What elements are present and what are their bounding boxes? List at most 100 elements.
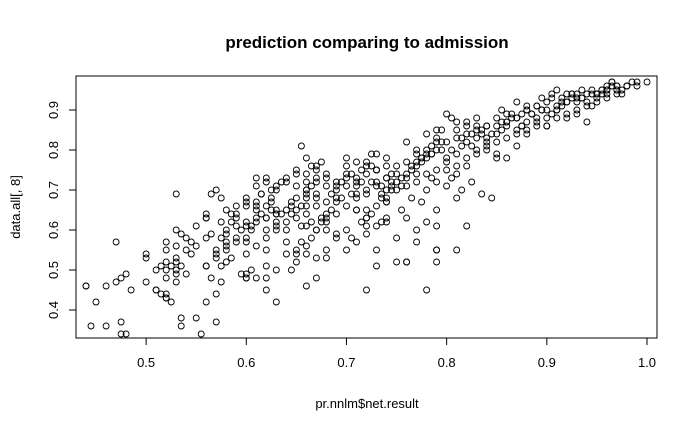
data-point xyxy=(252,174,260,182)
data-point xyxy=(227,218,235,226)
data-point xyxy=(448,114,456,122)
data-point xyxy=(187,250,195,258)
data-point xyxy=(297,238,305,246)
data-point xyxy=(548,110,556,118)
data-point xyxy=(202,214,210,222)
data-point xyxy=(453,170,461,178)
data-point xyxy=(322,214,330,222)
data-point xyxy=(523,102,531,110)
data-point xyxy=(603,86,611,94)
data-point xyxy=(162,258,170,266)
data-point xyxy=(272,218,280,226)
data-point xyxy=(463,222,471,230)
data-point xyxy=(207,190,215,198)
data-point xyxy=(282,178,290,186)
data-point xyxy=(312,226,320,234)
data-point xyxy=(523,106,531,114)
data-point xyxy=(433,134,441,142)
data-point xyxy=(603,82,611,90)
data-point xyxy=(473,114,481,122)
data-point xyxy=(533,118,541,126)
data-point xyxy=(317,218,325,226)
x-axis: 0.5 0.6 0.7 0.8 0.9 1.0 xyxy=(137,337,656,370)
data-point xyxy=(453,118,461,126)
data-point xyxy=(403,170,411,178)
data-point xyxy=(302,178,310,186)
data-point xyxy=(242,250,250,258)
data-point xyxy=(473,150,481,158)
data-point xyxy=(363,222,370,230)
data-point xyxy=(453,126,461,134)
data-point xyxy=(578,94,586,102)
data-point xyxy=(343,246,350,254)
data-point xyxy=(493,114,501,122)
data-point xyxy=(257,210,265,218)
data-point xyxy=(212,318,220,326)
data-point xyxy=(423,170,431,178)
data-point xyxy=(543,122,551,130)
data-point xyxy=(353,182,360,190)
data-point xyxy=(332,186,340,194)
data-point xyxy=(608,82,616,90)
data-point xyxy=(353,238,360,246)
data-point xyxy=(222,258,230,266)
data-point xyxy=(177,314,185,322)
data-point xyxy=(448,146,456,154)
data-point xyxy=(433,146,441,154)
data-point xyxy=(182,270,190,278)
data-point xyxy=(247,226,255,234)
data-point xyxy=(498,126,506,134)
data-point xyxy=(312,166,320,174)
data-point xyxy=(117,330,125,338)
data-point xyxy=(563,114,571,122)
data-point xyxy=(282,238,290,246)
data-point xyxy=(252,242,260,250)
data-point xyxy=(518,122,526,130)
data-point xyxy=(292,214,300,222)
y-tick-label: 0.7 xyxy=(46,181,61,199)
data-point xyxy=(618,90,626,98)
data-point xyxy=(282,206,290,214)
data-point xyxy=(332,178,340,186)
data-point xyxy=(242,270,250,278)
data-point xyxy=(353,206,360,214)
data-point xyxy=(483,134,491,142)
data-point xyxy=(252,218,260,226)
data-point xyxy=(453,162,461,170)
data-point xyxy=(523,126,531,134)
data-point xyxy=(332,198,340,206)
data-point xyxy=(493,130,501,138)
data-point xyxy=(142,254,150,262)
data-point xyxy=(102,322,110,330)
data-point xyxy=(247,266,255,274)
data-point xyxy=(267,194,275,202)
y-tick-label: 0.5 xyxy=(46,261,61,279)
data-point xyxy=(257,190,265,198)
data-point xyxy=(363,158,370,166)
data-point xyxy=(162,274,170,282)
data-point xyxy=(262,274,270,282)
data-point xyxy=(242,218,250,226)
data-point xyxy=(172,190,180,198)
data-point xyxy=(433,166,441,174)
data-point xyxy=(453,246,461,254)
data-point xyxy=(232,234,240,242)
data-point xyxy=(608,78,616,86)
data-point xyxy=(488,194,496,202)
data-point xyxy=(418,154,426,162)
data-point xyxy=(503,118,511,126)
data-point xyxy=(443,110,451,118)
data-point xyxy=(368,178,375,186)
data-point xyxy=(312,202,320,210)
data-point xyxy=(413,238,421,246)
data-point xyxy=(217,278,225,286)
data-point xyxy=(162,294,170,302)
data-point xyxy=(353,174,360,182)
data-point xyxy=(433,138,441,146)
data-point xyxy=(292,170,300,178)
data-point xyxy=(513,142,521,150)
data-point xyxy=(423,150,431,158)
data-point xyxy=(252,214,260,222)
data-point xyxy=(292,246,300,254)
data-point xyxy=(327,190,335,198)
